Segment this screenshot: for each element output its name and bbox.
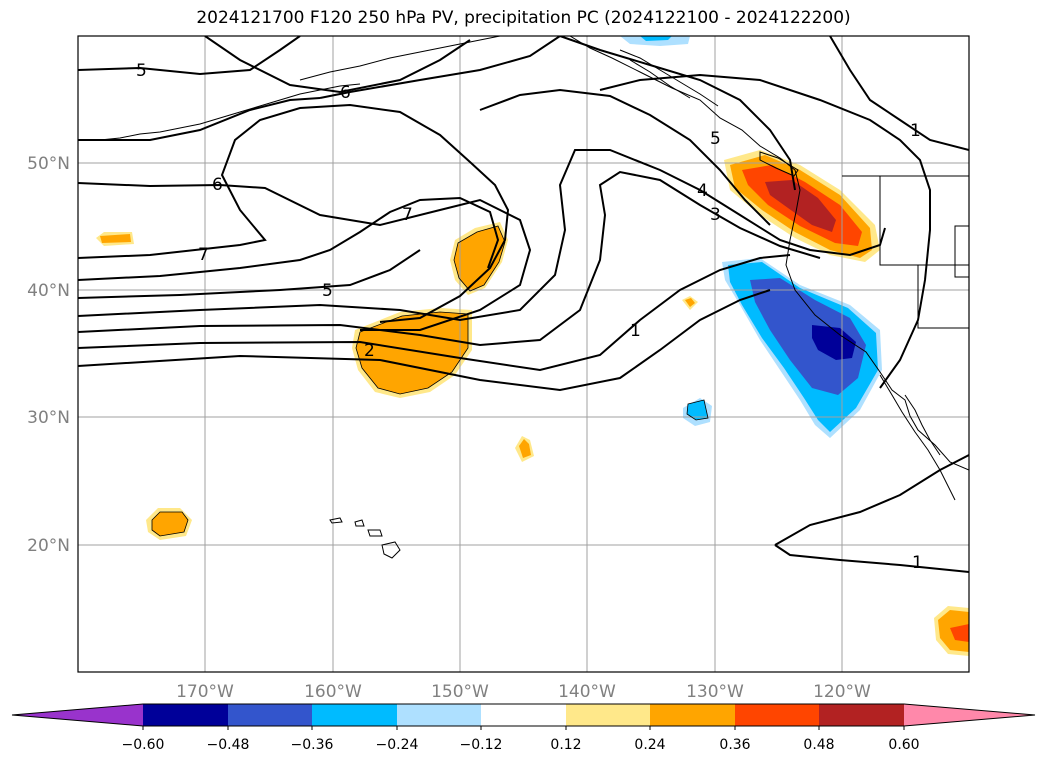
- colorbar-tick: 0.48: [803, 737, 834, 753]
- contour-label: 6: [212, 175, 223, 195]
- contour-label: 7: [198, 245, 209, 265]
- colorbar-extend-high: [904, 704, 1035, 726]
- contour-label: 1: [630, 321, 641, 341]
- lon-label: 160°W: [304, 682, 362, 702]
- lon-label: 150°W: [431, 682, 489, 702]
- colorbar-tick: −0.60: [122, 737, 165, 753]
- colorbar-bin: [397, 704, 481, 726]
- colorbar-bin: [566, 704, 650, 726]
- graticule: [78, 36, 969, 672]
- longitude-labels: 170°W 160°W 150°W 140°W 130°W 120°W: [176, 682, 871, 702]
- colorbar-bin: [650, 704, 735, 726]
- lon-label: 170°W: [176, 682, 234, 702]
- contour-label: 4: [697, 181, 708, 201]
- contour-label: 5: [136, 61, 147, 81]
- colorbar-tick: −0.12: [460, 737, 503, 753]
- contour-label: 5: [710, 129, 721, 149]
- coastlines: [99, 36, 969, 559]
- contour-label: 3: [710, 205, 721, 225]
- colorbar-tick: 0.12: [550, 737, 581, 753]
- colorbar-tick: −0.48: [207, 737, 250, 753]
- colorbar: −0.60 −0.48 −0.36 −0.24 −0.12 0.12 0.24 …: [11, 703, 1036, 753]
- colorbar-tick: −0.36: [291, 737, 334, 753]
- colorbar-bin: [819, 704, 904, 726]
- colorbar-bin: [481, 704, 566, 726]
- pv-contours: [78, 36, 969, 573]
- lat-label: 30°N: [27, 408, 70, 428]
- colorbar-bin: [312, 704, 397, 726]
- latitude-labels: 50°N 40°N 30°N 20°N: [27, 154, 70, 556]
- lon-label: 140°W: [558, 682, 616, 702]
- contour-label: 1: [912, 553, 923, 573]
- contour-label: 2: [364, 341, 375, 361]
- colorbar-bin: [735, 704, 819, 726]
- lon-label: 130°W: [686, 682, 744, 702]
- colorbar-bin: [143, 704, 228, 726]
- plot-title: 2024121700 F120 250 hPa PV, precipitatio…: [196, 8, 851, 28]
- colorbar-extend-low: [12, 704, 143, 726]
- contour-label: 6: [340, 83, 351, 103]
- lat-label: 40°N: [27, 281, 70, 301]
- contour-labels: 5 6 6 7 7 5 2 1 1 1 3 4 5: [136, 61, 923, 573]
- colorbar-tick: 0.36: [719, 737, 750, 753]
- colorbar-tick: 0.60: [888, 737, 919, 753]
- lon-label: 120°W: [813, 682, 871, 702]
- lat-label: 50°N: [27, 154, 70, 174]
- colorbar-tick: 0.24: [634, 737, 665, 753]
- contour-label: 1: [910, 121, 921, 141]
- map-frame: [77, 35, 970, 673]
- colorbar-bin: [228, 704, 312, 726]
- colorbar-tick: −0.24: [376, 737, 419, 753]
- contour-label: 7: [402, 205, 413, 225]
- contour-label: 5: [322, 281, 333, 301]
- lat-label: 20°N: [27, 536, 70, 556]
